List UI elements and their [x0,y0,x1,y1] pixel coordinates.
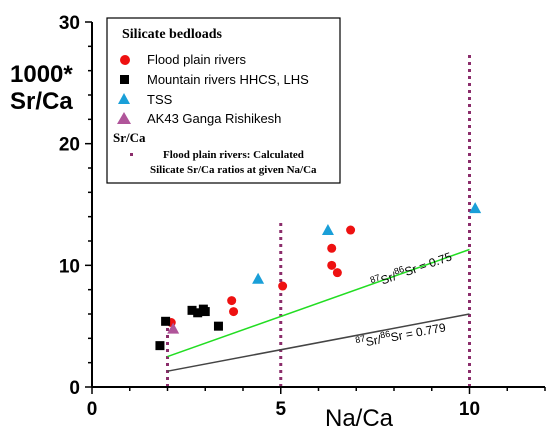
legend-box [106,17,341,184]
data-point-square [187,305,197,315]
data-point-circle [278,281,288,291]
data-point-triangle [469,202,482,214]
y-axis-label-line1: 1000* [10,61,73,88]
label-text: Sr/ [379,269,399,288]
legend-marker-flood-plain [120,55,130,65]
legend-label-flood-plain: Flood plain rivers [147,52,246,67]
label-superscript: 86 [393,264,406,277]
x-ticks: 0 5 10 [87,387,546,420]
legend-subtitle: Sr/Ca [113,130,146,145]
data-point-circle [346,225,356,235]
data-point-square [193,308,203,318]
data-point-circle [327,243,337,253]
data-point-circle [229,307,239,317]
data-point-square [213,321,223,331]
legend-label-mountain: Mountain rivers HHCS, LHS [147,72,309,87]
y-tick-label: 30 [59,13,80,34]
legend: Silicate bedloads Flood plain rivers Mou… [106,17,341,184]
axes: 0 5 10 0 10 20 30 [59,13,546,420]
legend-marker-mountain [120,75,129,84]
legend-marker-calculated [130,153,133,156]
legend-marker-ak43 [117,112,131,124]
isotope-line-label: 87Sr/86Sr = 0.779 [354,318,447,351]
isotope-line [167,248,470,358]
y-tick-label: 20 [59,135,80,156]
data-point-square [155,341,165,351]
data-point-square [200,307,210,317]
data-point-square [161,316,171,326]
legend-title: Silicate bedloads [122,27,223,42]
label-text: Sr = 0.75 [403,249,454,279]
x-tick-label: 10 [459,399,480,420]
data-point-triangle [252,272,265,284]
x-axis-label: Na/Ca [325,405,394,432]
legend-label-tss: TSS [147,92,173,107]
legend-note-line2: Silicate Sr/Ca ratios at given Na/Ca [150,164,317,176]
x-tick-label: 0 [87,399,98,420]
data-point-circle [327,260,337,270]
isotope-line [167,313,470,372]
data-point-circle [332,268,342,278]
label-superscript: 87 [354,333,366,345]
x-tick-label: 5 [275,399,286,420]
label-superscript: 86 [379,329,391,341]
legend-note-line1: Flood plain rivers: Calculated [163,149,304,161]
isotope-line-label: 87Sr/86Sr = 0.75 [369,247,454,290]
label-superscript: 87 [369,272,382,285]
data-point-triangle [167,322,180,334]
y-tick-label: 10 [59,256,80,277]
y-tick-label: 0 [69,378,80,399]
legend-marker-tss [118,93,130,104]
label-text: Sr/ [365,332,383,349]
y-axis-label-line2: Sr/Ca [10,88,73,115]
legend-label-ak43: AK43 Ganga Rishikesh [147,111,281,126]
isotope-lines [167,248,470,372]
y-ticks: 0 10 20 30 [59,13,92,399]
data-point-circle [227,296,237,306]
data-points [155,202,482,351]
data-point-triangle [321,224,334,236]
